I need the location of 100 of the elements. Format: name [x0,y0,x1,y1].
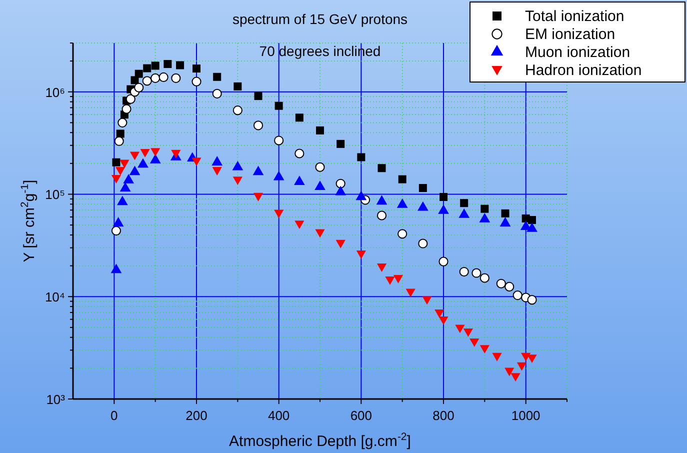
point [295,114,304,122]
point [376,264,387,272]
x-tick-label: 800 [432,408,454,423]
point [134,82,144,92]
point [212,167,222,176]
point [527,295,537,305]
x-tick-label: 400 [268,408,290,423]
y-tick-label: 10⁶ [45,84,65,100]
point [398,175,406,184]
point [455,324,465,334]
point [418,184,427,192]
point [459,266,469,277]
point [212,88,222,98]
point [274,136,284,146]
point [422,296,432,305]
point [393,274,404,284]
point [253,192,264,202]
point [234,82,242,90]
y-tick-label: 10⁵ [45,187,65,202]
point [140,149,150,158]
point [143,64,152,72]
point [463,328,473,337]
point [126,94,136,104]
point [356,250,366,259]
point [460,199,468,208]
legend-label: EM ionization [525,26,616,43]
point [438,256,448,266]
point [274,102,283,110]
point [112,158,120,166]
point [470,338,480,347]
point [528,216,536,224]
point [118,118,128,128]
point [315,162,325,172]
legend-label: Muon ionization [525,44,630,61]
point [116,167,126,176]
point [232,106,242,116]
point [294,220,304,229]
point [164,60,172,68]
point [336,240,346,248]
x-tick-label: 0 [110,408,118,423]
point [378,164,386,172]
point [120,160,130,168]
point [480,273,490,283]
point [213,72,222,81]
point [480,345,490,354]
x-tick-label: 200 [186,408,208,423]
point [315,229,325,238]
point [134,70,143,78]
point [192,64,200,73]
point [496,278,506,288]
point [521,352,531,362]
legend-label: Hadron ionization [525,62,642,79]
point [510,373,520,382]
point [504,282,514,292]
point [150,148,160,157]
point [111,175,122,184]
y-tick-label: 10⁴ [44,290,65,305]
point [316,126,324,134]
chart-title: spectrum of 15 GeV protons [232,11,408,27]
point [151,62,160,70]
point [336,140,345,148]
point [254,92,262,100]
point [480,204,489,213]
point [527,354,537,364]
point [357,153,366,162]
point [438,316,448,325]
point [114,136,124,146]
point [116,130,124,138]
point [512,290,522,300]
x-tick-label: 600 [350,408,372,423]
x-tick-label: 1000 [511,408,540,423]
point [336,178,346,188]
point [253,120,264,130]
point [232,176,242,186]
legend-label: Total ionization [525,8,624,25]
point [142,76,152,86]
point [504,368,514,376]
point [418,238,428,248]
point [130,152,140,160]
point [192,158,202,166]
point [274,210,284,218]
point [158,72,168,82]
point [122,104,132,114]
point [516,362,527,371]
point [472,268,482,278]
point [111,226,122,236]
point [501,209,510,218]
point [192,76,202,86]
point [294,148,304,158]
point [398,229,408,239]
point [492,352,502,362]
x-axis-title: Atmospheric Depth [g.cm$^{-2}$] [229,431,411,450]
point [440,192,448,201]
point [376,210,387,220]
point [171,73,181,83]
point [434,310,444,318]
point [385,276,395,285]
point [176,61,184,70]
y-tick-label: 10³ [46,392,66,407]
point [406,288,416,298]
